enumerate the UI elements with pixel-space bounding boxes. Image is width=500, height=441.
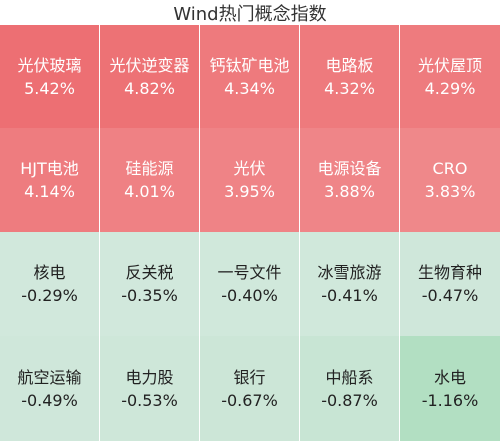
concept-change-value: 3.95% [224,182,275,201]
heatmap-cell[interactable]: 核电 -0.29% [0,232,99,336]
concept-name: 核电 [33,263,66,282]
concept-change-value: 3.88% [324,182,375,201]
heatmap-cell[interactable]: 钙钛矿电池 4.34% [200,25,299,128]
concept-change-value: -0.87% [321,390,378,410]
heatmap-cell[interactable]: 水电 -1.16% [400,336,500,441]
concept-change-value: 4.34% [224,78,275,98]
heatmap-cell[interactable]: 光伏逆变器 4.82% [100,25,199,128]
concept-name: 电力股 [125,367,174,387]
concept-name: 光伏 [233,159,266,178]
concept-name: 光伏逆变器 [109,55,190,75]
concept-name: 光伏屋顶 [417,55,482,75]
concept-change-value: -0.67% [221,390,278,410]
concept-name: 水电 [433,367,466,387]
concept-change-value: -0.49% [21,390,78,410]
concept-name: 硅能源 [125,159,174,178]
heatmap-cell[interactable]: 硅能源 4.01% [100,128,199,232]
heatmap-cell[interactable]: 电力股 -0.53% [100,336,199,441]
concept-name: 钙钛矿电池 [209,55,290,75]
concept-change-value: 5.42% [24,78,75,98]
concept-change-value: 4.01% [124,182,175,201]
heatmap-cell[interactable]: 电路板 4.32% [300,25,399,128]
concept-change-value: 3.83% [424,182,476,201]
heatmap-cell[interactable]: HJT电池 4.14% [0,128,99,232]
heatmap-cell[interactable]: 中船系 -0.87% [300,336,399,441]
concept-name: 光伏玻璃 [17,55,82,75]
concept-change-value: -0.29% [21,286,78,305]
concept-name: 电路板 [325,55,374,75]
concept-name: CRO [432,159,468,178]
concept-change-value: 4.32% [324,78,375,98]
concept-name: 生物育种 [417,263,482,282]
heatmap-cell[interactable]: 银行 -0.67% [200,336,299,441]
concept-name: 银行 [233,367,266,387]
concept-name: HJT电池 [20,159,79,178]
concept-change-value: -0.41% [321,286,378,305]
heatmap-cell[interactable]: 电源设备 3.88% [300,128,399,232]
concept-name: 航空运输 [17,367,82,387]
concept-change-value: -1.16% [421,390,479,410]
heatmap-cell[interactable]: 一号文件 -0.40% [200,232,299,336]
concept-change-value: 4.14% [24,182,75,201]
heatmap-cell[interactable]: CRO 3.83% [400,128,500,232]
concept-change-value: 4.29% [424,78,476,98]
heatmap-cell[interactable]: 光伏玻璃 5.42% [0,25,99,128]
concept-name: 电源设备 [317,159,382,178]
chart-title: Wind热门概念指数 [0,0,500,25]
heatmap-cell[interactable]: 生物育种 -0.47% [400,232,500,336]
heatmap-cell[interactable]: 光伏 3.95% [200,128,299,232]
concept-name: 反关税 [125,263,174,282]
concept-name: 冰雪旅游 [317,263,382,282]
concept-change-value: -0.35% [121,286,178,305]
concept-change-value: -0.53% [121,390,178,410]
heatmap-cell[interactable]: 航空运输 -0.49% [0,336,99,441]
concept-change-value: -0.47% [421,286,479,305]
heatmap-cell[interactable]: 冰雪旅游 -0.41% [300,232,399,336]
heatmap-cell[interactable]: 反关税 -0.35% [100,232,199,336]
concept-heatmap-grid: 光伏玻璃 5.42% 光伏逆变器 4.82% 钙钛矿电池 4.34% 电路板 4.32% 光伏屋… [0,25,500,441]
concept-change-value: 4.82% [124,78,175,98]
concept-change-value: -0.40% [221,286,278,305]
concept-name: 中船系 [325,367,374,387]
heatmap-cell[interactable]: 光伏屋顶 4.29% [400,25,500,128]
concept-name: 一号文件 [217,263,282,282]
